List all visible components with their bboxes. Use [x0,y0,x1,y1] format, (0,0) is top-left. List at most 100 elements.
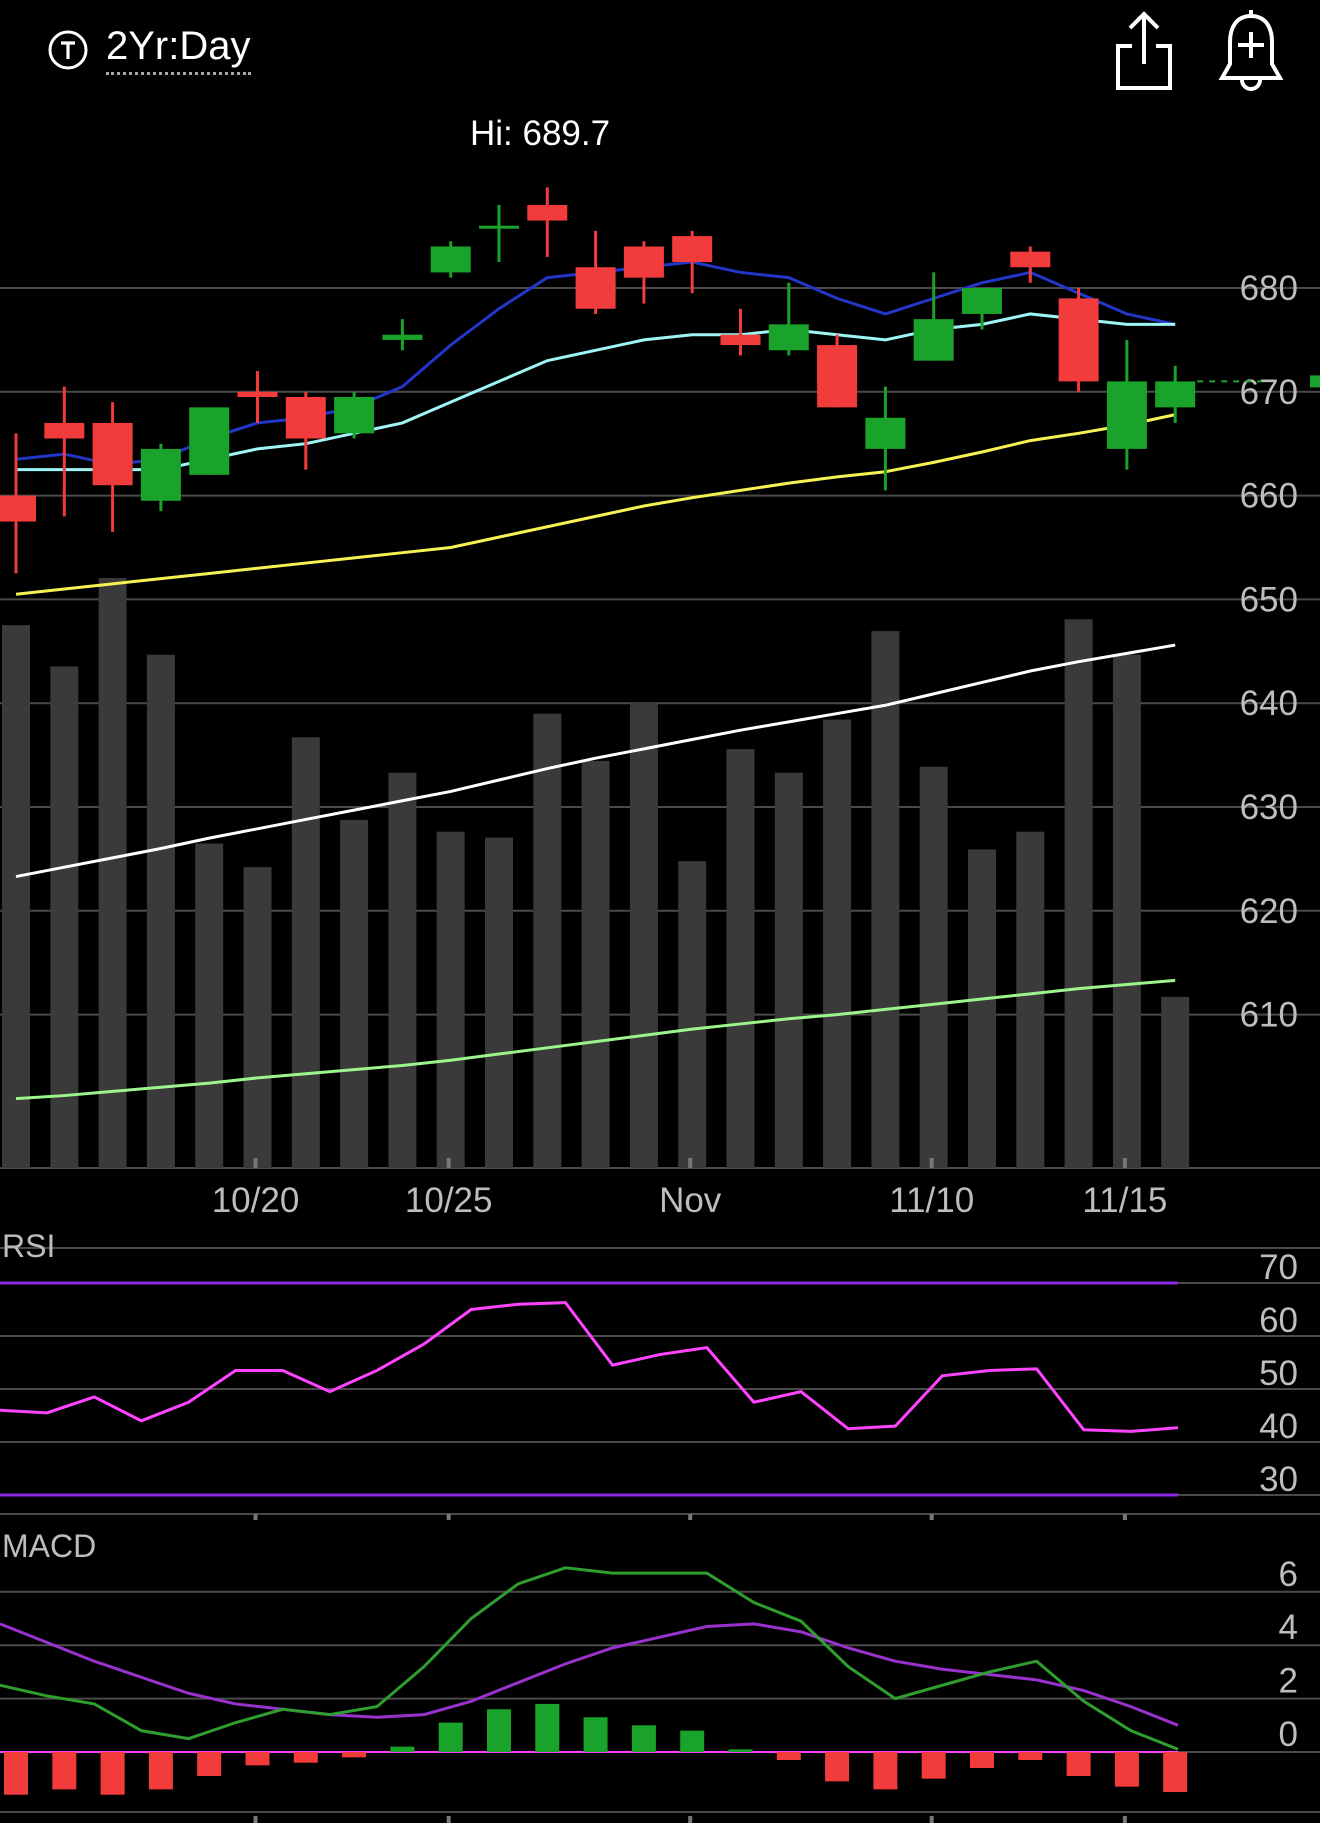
moving-average-line [15,643,1176,879]
candle-down [237,391,278,397]
candle-up [913,319,954,361]
timeframe-icon[interactable] [48,30,88,70]
volume-bar [291,737,320,1168]
candle-down [0,495,36,522]
volume-bar [98,578,127,1168]
macd-histogram-bar [4,1752,28,1795]
rsi-axis-label: 50 [1259,1354,1298,1393]
high-label: Hi: 689.7 [470,114,611,153]
macd-histogram-bar [197,1752,222,1777]
volume-bar [340,819,369,1168]
candle-down [285,396,326,439]
candle-up [430,246,471,273]
rsi-axis-label: 70 [1259,1248,1298,1287]
candle-down [575,267,616,309]
macd-histogram-bar [438,1722,463,1752]
volume-bar [871,631,900,1168]
macd-axis-label: 4 [1279,1608,1298,1647]
candle-up [865,417,906,449]
macd-histogram-bar [293,1752,318,1763]
volume-bar [243,867,272,1168]
share-icon[interactable] [1112,10,1176,92]
candle-down [1010,251,1051,268]
macd-axis-label: 6 [1279,1555,1298,1594]
volume-bar [726,749,755,1168]
rsi-axis-label: 40 [1259,1407,1298,1446]
candle-up [189,407,230,475]
candle-up [1155,381,1196,408]
macd-histogram-bar [1163,1752,1188,1793]
macd-histogram-bar [921,1752,946,1779]
candle-up [1106,381,1147,449]
volume-bar [146,654,175,1168]
last-price-marker [1310,375,1320,388]
price-axis-label: 680 [1240,269,1298,308]
x-axis-label: Nov [659,1181,722,1220]
candle-up [768,324,809,351]
bell-plus-icon[interactable] [1218,8,1284,92]
x-axis-label: 11/10 [889,1181,974,1220]
x-axis-label: 10/20 [212,1181,300,1220]
macd-title: MACD [2,1528,97,1564]
volume-bar [968,849,996,1168]
x-axis-label: 10/25 [405,1181,493,1220]
top-bar: 2Yr:Day [0,0,1320,100]
candle-up [382,334,423,340]
macd-histogram-bar [680,1730,705,1752]
price-axis-label: 620 [1240,892,1298,931]
candle-up [962,288,1002,314]
volume-bar [436,831,465,1168]
candle-up [479,225,519,229]
volume-bar [533,713,562,1168]
macd-histogram-bar [728,1749,753,1752]
macd-histogram-bar [1114,1752,1139,1787]
macd-histogram-bar [52,1752,77,1790]
price-axis-label: 610 [1240,996,1298,1035]
candle-up [334,396,375,434]
rsi-axis-label: 60 [1259,1301,1298,1340]
macd-signal-line [0,1622,1179,1727]
macd-histogram-bar [342,1752,367,1758]
volume-bar [629,701,658,1168]
candle-down [672,236,713,263]
macd-histogram-bar [100,1752,125,1795]
macd-histogram-bar [631,1725,656,1752]
macd-histogram-bar [873,1752,898,1790]
candle-down [44,422,85,439]
macd-line [0,1566,1179,1751]
volume-bar [1112,654,1141,1168]
macd-axis-label: 2 [1279,1662,1298,1701]
volume-bar [1161,996,1190,1168]
volume-bar [485,837,513,1168]
volume-bar [919,766,948,1168]
rsi-axis-label: 30 [1259,1460,1298,1499]
volume-bar [823,719,852,1168]
macd-axis-label: 0 [1279,1715,1298,1754]
macd-histogram-bar [1066,1752,1091,1777]
price-axis-label: 640 [1240,684,1298,723]
candle-down [817,345,858,408]
x-axis-label: 11/15 [1082,1181,1167,1220]
volume-bar [774,772,803,1168]
volume-bar [195,843,224,1168]
moving-average-line [15,978,1176,1101]
rsi-line [0,1301,1179,1433]
volume-bar [1016,831,1045,1168]
timeframe-selector[interactable]: 2Yr:Day [106,22,251,75]
macd-histogram-bar [825,1752,850,1782]
macd-histogram-bar [776,1752,801,1761]
volume-bar [388,772,417,1168]
macd-histogram-bar [245,1752,270,1766]
volume-bar [50,666,79,1168]
moving-average-line [15,413,1176,596]
price-axis-label: 660 [1240,477,1298,516]
rsi-title: RSI [2,1228,56,1264]
price-axis-label: 650 [1240,580,1298,619]
volume-bar [1064,619,1093,1168]
candle-down [1058,298,1099,382]
candle-down [527,204,568,221]
candle-down [720,334,761,346]
volume-bar [2,625,30,1168]
macd-histogram-bar [487,1709,511,1752]
